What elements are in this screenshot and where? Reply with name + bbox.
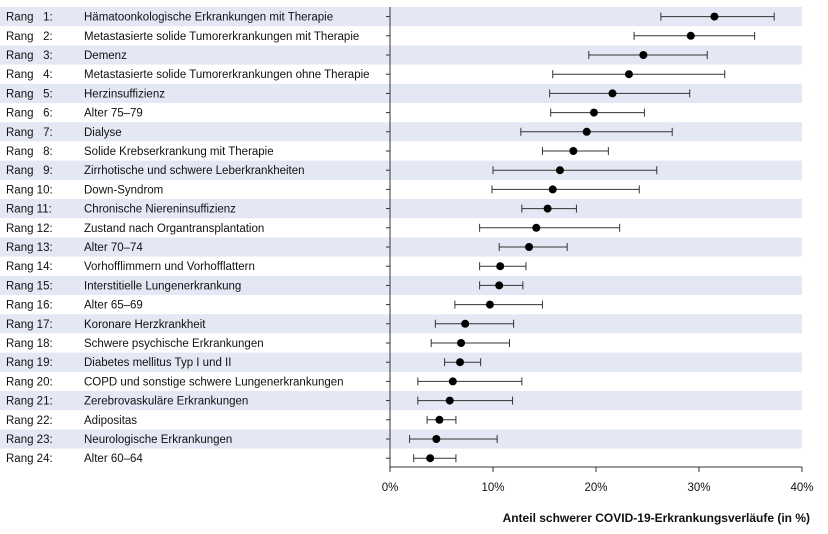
- category-label: Zustand nach Organtransplantation: [84, 223, 264, 235]
- x-tick-label: 10%: [481, 482, 504, 494]
- category-label: Neurologische Erkrankungen: [84, 434, 232, 446]
- data-point: [457, 339, 466, 347]
- rank-label: Rang 18:: [6, 338, 53, 350]
- row-band: [0, 45, 802, 65]
- rank-label: Rang 10:: [6, 184, 53, 196]
- row-band: [0, 7, 802, 27]
- category-label: Herzinsuffizienz: [84, 88, 165, 100]
- rank-label: Rang 4:: [6, 69, 53, 81]
- rank-label: Rang 22:: [6, 415, 53, 427]
- category-label: Chronische Niereninsuffizienz: [84, 204, 236, 216]
- data-point: [496, 262, 505, 271]
- row-band: [0, 199, 802, 219]
- rank-label: Rang 17:: [6, 319, 53, 331]
- category-label: Vorhofflimmern und Vorhofflattern: [84, 261, 255, 273]
- category-label: Schwere psychische Erkrankungen: [84, 338, 264, 350]
- rank-label: Rang 12:: [6, 223, 53, 235]
- row-band: [0, 352, 802, 372]
- rank-label: Rang 8:: [6, 146, 53, 158]
- x-tick-label: 20%: [584, 482, 607, 494]
- rank-label: Rang 24:: [6, 453, 53, 465]
- row-band: [0, 391, 802, 411]
- data-point: [456, 358, 465, 367]
- category-label: Adipositas: [84, 415, 137, 427]
- category-label: Hämatoonkologische Erkrankungen mit Ther…: [84, 12, 333, 24]
- row-band: [0, 160, 802, 180]
- rank-label: Rang 19:: [6, 357, 53, 369]
- category-label: Metastasierte solide Tumorerkrankungen m…: [84, 31, 359, 43]
- data-point: [686, 31, 695, 40]
- rank-label: Rang 7:: [6, 127, 53, 139]
- rank-label: Rang 16:: [6, 300, 53, 312]
- data-point: [525, 243, 534, 251]
- data-point: [448, 377, 457, 386]
- category-label: Down-Syndrom: [84, 184, 163, 196]
- row-band: [0, 314, 802, 334]
- category-label: Zirrhotische und schwere Leberkrankheite…: [84, 165, 305, 177]
- rank-label: Rang 23:: [6, 434, 53, 446]
- category-label: Solide Krebserkrankung mit Therapie: [84, 146, 274, 158]
- data-point: [608, 89, 617, 98]
- row-band: [0, 429, 802, 449]
- data-point: [485, 300, 494, 309]
- data-point: [426, 454, 435, 463]
- data-point: [548, 185, 557, 194]
- category-label: Alter 70–74: [84, 242, 143, 254]
- category-label: Zerebrovaskuläre Erkrankungen: [84, 396, 248, 408]
- rank-label: Rang 11:: [6, 204, 52, 216]
- rank-label: Rang 1:: [6, 12, 53, 24]
- category-label: COPD und sonstige schwere Lungenerkranku…: [84, 376, 344, 388]
- row-band: [0, 275, 802, 295]
- category-label: Alter 60–64: [84, 453, 143, 465]
- row-band: [0, 237, 802, 257]
- row-labels: Rang 1: Hämatoonkologische Erkrankungen m…: [6, 12, 370, 466]
- data-point: [432, 435, 441, 443]
- data-point: [569, 147, 578, 155]
- rank-label: Rang 15:: [6, 280, 53, 292]
- rank-label: Rang 20:: [6, 376, 53, 388]
- data-point: [445, 396, 454, 405]
- data-point: [639, 51, 648, 59]
- x-tick-label: 40%: [790, 482, 813, 494]
- data-point: [461, 319, 470, 328]
- category-label: Diabetes mellitus Typ I und II: [84, 357, 231, 369]
- x-tick-label: 0%: [382, 482, 399, 494]
- data-point: [543, 204, 552, 213]
- rank-label: Rang 5:: [6, 88, 53, 100]
- row-bands: [0, 7, 802, 449]
- category-label: Alter 75–79: [84, 108, 143, 120]
- data-point: [589, 108, 598, 117]
- category-label: Alter 65–69: [84, 300, 143, 312]
- row-band: [0, 122, 802, 142]
- rank-label: Rang 13:: [6, 242, 53, 254]
- rank-label: Rang 6:: [6, 108, 53, 120]
- rank-label: Rang 3:: [6, 50, 53, 62]
- data-point: [435, 415, 444, 424]
- data-point: [532, 223, 541, 232]
- rank-label: Rang 9:: [6, 165, 53, 177]
- category-label: Dialyse: [84, 127, 122, 139]
- category-label: Metastasierte solide Tumorerkrankungen o…: [84, 69, 370, 81]
- category-label: Demenz: [84, 50, 127, 62]
- data-marks: [386, 12, 775, 463]
- rank-label: Rang 2:: [6, 31, 53, 43]
- rank-label: Rang 14:: [6, 261, 53, 273]
- rank-label: Rang 21:: [6, 396, 53, 408]
- data-point: [710, 12, 719, 21]
- data-point: [624, 70, 633, 79]
- x-tick-label: 30%: [687, 482, 710, 494]
- data-point: [555, 166, 564, 175]
- data-point: [495, 281, 504, 290]
- data-point: [582, 127, 591, 136]
- category-label: Interstitielle Lungenerkrankung: [84, 280, 241, 292]
- category-label: Koronare Herzkrankheit: [84, 319, 206, 331]
- x-axis-label: Anteil schwerer COVID-19-Erkrankungsverl…: [503, 511, 810, 525]
- x-axis-ticks: 0% 10% 20% 30% 40%: [382, 467, 814, 494]
- row-band: [0, 83, 802, 103]
